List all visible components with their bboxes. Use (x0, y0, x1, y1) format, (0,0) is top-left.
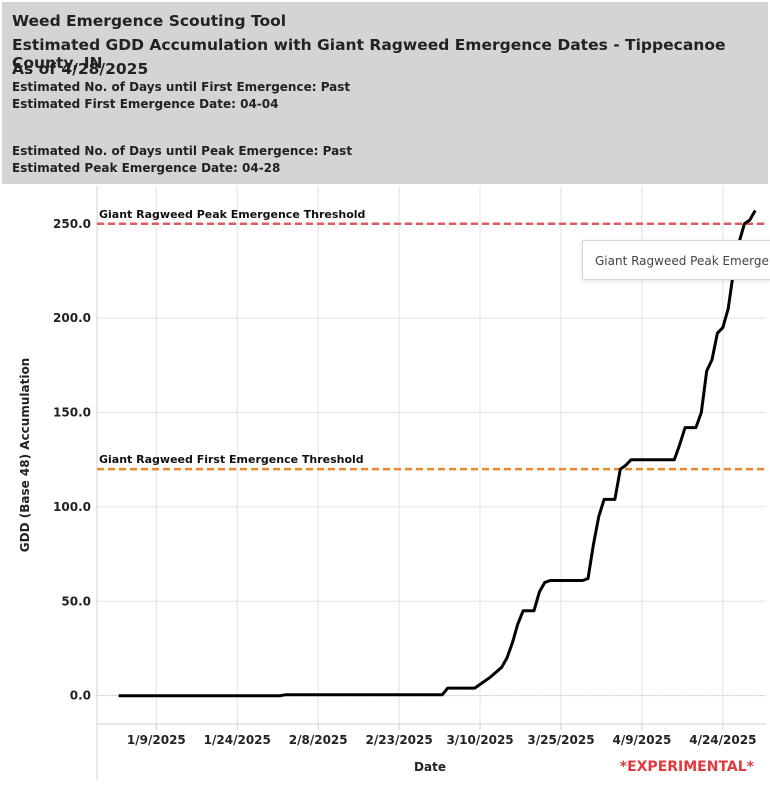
reference-line-label: Giant Ragweed First Emergence Threshold (99, 453, 364, 466)
y-axis-label: GDD (Base 48) Accumulation (18, 358, 32, 552)
x-tick-labels: 1/9/2025 1/24/2025 2/8/2025 2/23/2025 3/10/2… (127, 733, 757, 747)
chart-area[interactable] (2, 184, 768, 784)
y-tick-label: 100.0 (53, 500, 91, 514)
y-tick-label: 150.0 (53, 406, 91, 420)
reference-lines[interactable]: Giant Ragweed Peak Emergence Threshold Gi… (97, 208, 766, 471)
y-tick-label: 200.0 (53, 311, 91, 325)
peak-threshold-tooltip: Giant Ragweed Peak Emergence Threshold (582, 240, 770, 280)
peak-emergence-date: Estimated Peak Emergence Date: 04-28 (12, 161, 281, 175)
first-emergence-days: Estimated No. of Days until First Emerge… (12, 80, 351, 94)
experimental-watermark: *EXPERIMENTAL* (620, 759, 755, 775)
y-tick-label: 250.0 (53, 217, 91, 231)
dashboard-header: Weed Emergence Scouting Tool Estimated G… (2, 2, 768, 184)
x-tick-label: 2/23/2025 (366, 733, 433, 747)
y-tick-label: 0.0 (70, 689, 91, 703)
x-tick-label: 3/10/2025 (446, 733, 513, 747)
first-emergence-date: Estimated First Emergence Date: 04-04 (12, 97, 279, 111)
y-tick-label: 50.0 (61, 594, 91, 608)
x-tick-label: 4/24/2025 (689, 733, 756, 747)
x-axis-label: Date (414, 760, 446, 774)
x-tick-label: 1/24/2025 (204, 733, 271, 747)
chart-subtitle: Estimated GDD Accumulation with Giant Ra… (12, 36, 726, 72)
reference-line-label: Giant Ragweed Peak Emergence Threshold (99, 208, 365, 221)
x-tick-label: 1/9/2025 (127, 733, 186, 747)
x-tick-label: 4/9/2025 (612, 733, 671, 747)
as-of-date: As of 4/28/2025 (12, 60, 149, 78)
x-tick-label: 3/25/2025 (527, 733, 594, 747)
dashboard-title: Weed Emergence Scouting Tool (12, 12, 287, 30)
x-tick-label: 2/8/2025 (289, 733, 348, 747)
gdd-accumulation-line[interactable] (118, 209, 757, 698)
peak-emergence-days: Estimated No. of Days until Peak Emergen… (12, 144, 353, 158)
y-tick-labels: 0.0 50.0 100.0 150.0 200.0 250.0 (53, 217, 91, 703)
